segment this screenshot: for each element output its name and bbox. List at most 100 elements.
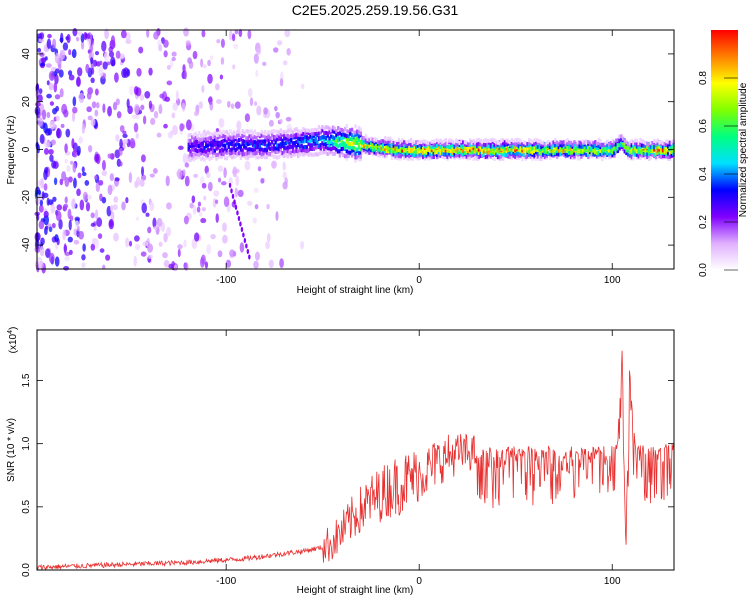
spectrogram-ridge-cell: [357, 138, 361, 143]
spectrogram-noise-cell: [233, 43, 239, 50]
spectrogram-ridge-cell: [347, 145, 350, 150]
spectrogram-ridge-cell: [429, 142, 432, 147]
spectrogram-ridge-cell: [324, 130, 328, 135]
spectrogram-ridge-cell: [446, 148, 449, 153]
spectrogram-noise-cell: [282, 171, 287, 180]
spectrogram-ridge-cell: [385, 149, 389, 154]
spectrogram-ridge-cell: [491, 144, 494, 149]
spectrogram-ridge-cell: [663, 147, 666, 152]
spectrogram-ridge-cell: [356, 147, 359, 152]
spectrogram-noise-cell: [102, 103, 106, 114]
spectrogram-ridge-cell: [505, 146, 508, 151]
spectrogram-ridge-cell: [590, 154, 594, 159]
spectrogram-ridge-cell: [559, 148, 562, 153]
spectrogram-ridge-cell: [210, 142, 213, 147]
spectrogram-ridge-cell: [472, 149, 475, 154]
spectrogram-ridge-cell: [488, 152, 491, 157]
spectrogram-ridge-cell: [224, 150, 227, 155]
spectrogram-ridge-cell: [514, 154, 517, 159]
spectrogram-ridge-cell: [340, 138, 343, 143]
spectrogram-noise-cell: [90, 212, 95, 219]
spectrogram-ridge-cell: [326, 133, 329, 138]
spectrogram-ridge-cell: [279, 144, 283, 149]
spectrogram-streak-cell: [230, 188, 233, 194]
spectrogram-ridge-cell: [665, 149, 668, 154]
spectrogram-ridge-cell: [187, 133, 190, 138]
spectrogram-ridge-cell: [550, 148, 554, 153]
spectrogram-ridge-cell: [288, 145, 291, 150]
spectrogram-noise-cell: [39, 32, 45, 40]
spectrogram-noise-cell: [226, 100, 231, 108]
spectrogram-ridge-cell: [363, 139, 366, 144]
spectrogram-ridge-cell: [194, 136, 197, 141]
spectrogram-noise-cell: [98, 65, 104, 77]
spectrogram-noise-cell: [89, 44, 94, 52]
spectrogram-noise-cell: [136, 67, 142, 77]
spectrogram-noise-cell: [119, 125, 125, 133]
spectrogram-ridge-cell: [401, 142, 404, 147]
spectrogram-ridge-cell: [269, 142, 272, 147]
spectrogram-ridge-cell: [336, 149, 340, 154]
spectrogram-ridge-cell: [517, 153, 521, 158]
spectrogram-ridge-cell: [310, 135, 314, 140]
spectrogram-ridge-cell: [435, 138, 439, 143]
spectrogram-noise-cell: [90, 243, 96, 251]
spectrogram-ridge-cell: [573, 140, 576, 145]
spectrogram-ridge-cell: [286, 134, 289, 139]
spectrogram-ridge-cell: [581, 139, 585, 144]
spectrogram-ridge-cell: [526, 154, 529, 159]
spectrogram-ridge-cell: [234, 131, 237, 136]
spectrogram-ridge-cell: [422, 150, 425, 155]
spectrogram-noise-cell: [223, 167, 227, 179]
spectrogram-noise-cell: [115, 50, 121, 59]
spectrogram-ridge-cell: [187, 157, 190, 162]
spectrogram-ridge-cell: [548, 151, 552, 156]
spectrogram-ridge-cell: [387, 147, 390, 152]
spectrogram-ridge-cell: [437, 150, 441, 155]
spectrogram-ridge-cell: [427, 156, 430, 161]
spectrogram-ridge-cell: [281, 143, 284, 148]
spectrogram-ridge-cell: [279, 148, 283, 153]
spectrogram-ridge-cell: [467, 149, 470, 154]
spectrogram-ridge-cell: [286, 140, 289, 145]
spectrogram-ridge-cell: [350, 133, 354, 138]
spectrogram-ridge-cell: [335, 149, 338, 154]
spectrogram-ridge-cell: [324, 150, 328, 155]
spectrogram-ridge-cell: [343, 154, 347, 159]
spectrogram-noise-cell: [101, 169, 107, 177]
spectrogram-noise-cell: [177, 244, 183, 250]
spectrogram-ridge-cell: [286, 129, 289, 134]
spectrogram-ridge-cell: [463, 151, 467, 156]
spectrogram-ridge-cell: [462, 152, 465, 157]
spectrogram-ridge-cell: [607, 145, 611, 150]
spectrogram-ridge-cell: [191, 147, 194, 152]
spectrogram-ridge-cell: [300, 148, 303, 153]
spectrogram-ridge-cell: [283, 133, 286, 138]
spectrogram-ridge-cell: [352, 138, 356, 143]
spectrogram-noise-cell: [215, 128, 220, 133]
spectrogram-ridge-cell: [592, 152, 595, 157]
spectrogram-ridge-cell: [210, 132, 213, 137]
spectrogram-ridge-cell: [373, 141, 376, 146]
spectrogram-noise-cell: [141, 174, 147, 181]
spectrogram-ridge-cell: [661, 141, 665, 146]
spectrogram-ridge-cell: [548, 144, 552, 149]
spectrogram-ridge-cell: [225, 151, 229, 156]
spectrogram-ridge-cell: [237, 143, 241, 148]
spectrogram-ridge-cell: [559, 140, 562, 145]
spectrogram-ridge-cell: [244, 138, 248, 143]
spectrogram-ridge-cell: [251, 136, 255, 141]
spectrogram-noise-cell: [198, 211, 203, 217]
spectrogram-noise-cell: [63, 203, 69, 209]
spectrogram-ridge-cell: [524, 141, 527, 146]
spectrogram-ridge-cell: [279, 128, 283, 133]
spectrogram-noise-cell: [232, 64, 236, 70]
spectrogram-noise-cell: [262, 61, 267, 66]
spectrogram-ridge-cell: [382, 150, 385, 155]
spectrogram-streak-cell: [231, 193, 235, 199]
spectrogram-ridge-cell: [576, 150, 580, 155]
spectrogram-ridge-cell: [251, 148, 255, 153]
spectrogram-noise-cell: [63, 243, 67, 254]
spectrogram-ridge-cell: [590, 139, 594, 144]
spectrogram-ridge-cell: [441, 147, 444, 152]
